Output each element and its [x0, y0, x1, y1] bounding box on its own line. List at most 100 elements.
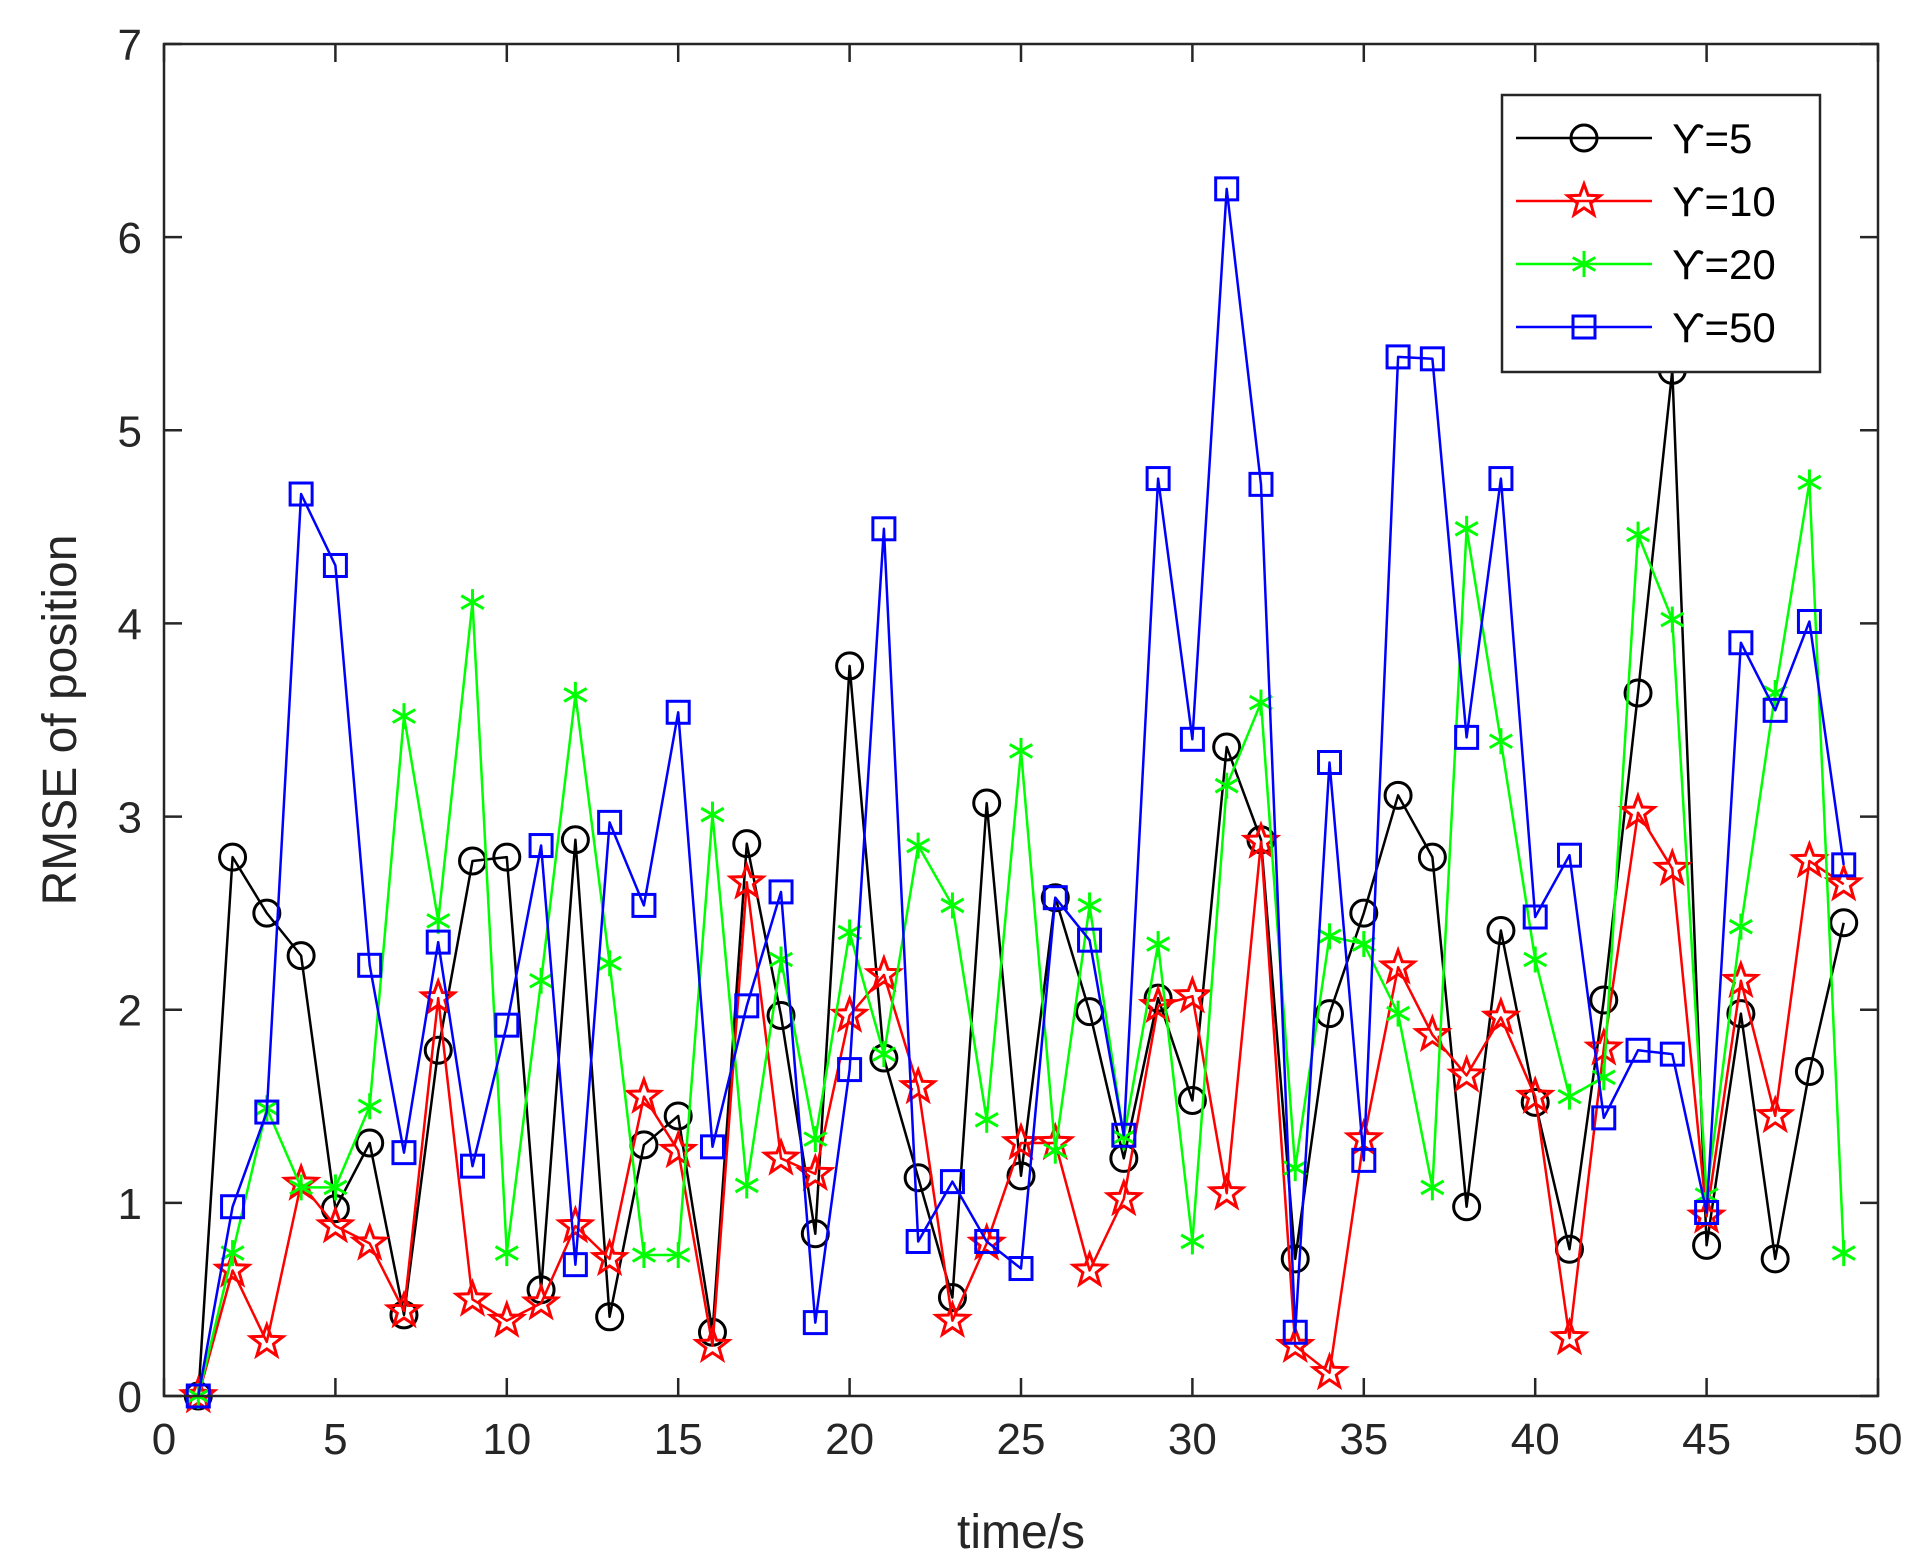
circle-marker — [766, 1001, 796, 1031]
y-tick-label: 6 — [118, 214, 142, 263]
asterisk-marker — [734, 1172, 759, 1199]
y-tick-label: 7 — [118, 21, 142, 70]
square-marker — [1419, 346, 1445, 372]
square-marker — [254, 1099, 280, 1125]
asterisk-marker — [494, 1240, 519, 1267]
x-tick-label: 5 — [323, 1415, 347, 1464]
asterisk-marker — [1591, 1064, 1616, 1091]
circle-marker — [1692, 1230, 1722, 1260]
square-marker — [1694, 1200, 1720, 1226]
square-marker — [1556, 842, 1582, 868]
asterisk-marker — [563, 681, 588, 708]
asterisk-stroke — [460, 594, 485, 610]
asterisk-stroke — [1043, 1142, 1068, 1159]
y-tick-label: 1 — [118, 1180, 142, 1229]
square-marker — [1282, 1319, 1308, 1345]
circle-marker — [560, 825, 590, 855]
circle-marker — [1383, 780, 1413, 810]
asterisk-stroke — [906, 837, 931, 854]
x-axis-label: time/s — [957, 1506, 1085, 1559]
star-marker — [1563, 179, 1605, 219]
asterisk-stroke — [1317, 928, 1342, 945]
asterisk-stroke — [1351, 936, 1376, 952]
square-marker — [494, 1012, 520, 1038]
y-tick-label: 5 — [118, 407, 142, 456]
square-marker — [837, 1057, 863, 1083]
square-marker — [1248, 471, 1274, 497]
square-marker — [1454, 724, 1480, 750]
star-marker — [623, 1075, 665, 1114]
square-marker — [905, 1228, 931, 1254]
asterisk-marker — [974, 1106, 999, 1133]
square-marker — [1831, 852, 1857, 878]
star-marker — [1823, 862, 1865, 902]
legend-entry: ϒ=20 — [1516, 241, 1776, 288]
x-tick-label: 50 — [1854, 1415, 1903, 1464]
series-line — [197, 187, 1845, 1397]
asterisk-stroke — [769, 951, 794, 968]
star-marker — [1377, 945, 1419, 985]
square-marker — [357, 952, 383, 978]
square-marker — [699, 1134, 725, 1160]
star-marker — [1583, 1026, 1625, 1066]
circle-marker — [595, 1302, 625, 1332]
asterisk-stroke — [426, 913, 451, 929]
square-marker — [631, 892, 657, 918]
asterisk-marker — [289, 1174, 314, 1201]
asterisk-stroke — [1214, 777, 1239, 794]
star-marker — [1137, 984, 1179, 1024]
series-square — [185, 176, 1857, 1409]
star-marker — [1412, 1013, 1453, 1053]
series-layer — [177, 176, 1865, 1414]
asterisk-stroke — [974, 1112, 999, 1128]
star-marker — [315, 1204, 356, 1244]
star-marker — [1514, 1075, 1556, 1114]
asterisk-marker — [1008, 737, 1034, 764]
asterisk-stroke — [1626, 526, 1651, 543]
asterisk-stroke — [871, 1046, 896, 1062]
star-marker — [1617, 791, 1659, 831]
asterisk-marker — [529, 967, 554, 994]
legend-label: ϒ=50 — [1672, 304, 1776, 351]
asterisk-marker — [1351, 931, 1376, 958]
legend-label: ϒ=20 — [1672, 241, 1776, 288]
star-marker — [417, 976, 459, 1016]
asterisk-stroke — [1728, 918, 1753, 935]
x-tick-label: 25 — [997, 1415, 1046, 1464]
asterisk-stroke — [666, 1247, 691, 1263]
square-marker — [1488, 466, 1514, 492]
asterisk-stroke — [734, 1177, 759, 1194]
square-marker — [1351, 1147, 1377, 1173]
asterisk-marker — [666, 1242, 691, 1269]
y-axis-label: RMSE of position — [34, 535, 87, 906]
square-marker — [1659, 1041, 1685, 1067]
circle-marker — [1452, 1192, 1482, 1222]
legend-label: ϒ=5 — [1672, 115, 1752, 162]
circle-marker — [252, 898, 282, 928]
series-line — [197, 369, 1845, 1397]
square-marker — [322, 552, 348, 578]
asterisk-stroke — [1077, 897, 1102, 914]
star-marker — [349, 1221, 390, 1261]
asterisk-stroke — [1523, 951, 1548, 968]
square-marker — [597, 809, 623, 835]
star-marker — [1549, 1316, 1590, 1356]
circle-marker — [1520, 1087, 1550, 1117]
x-tick-label: 30 — [1168, 1415, 1217, 1464]
x-tick-label: 35 — [1339, 1415, 1388, 1464]
asterisk-marker — [871, 1041, 896, 1068]
star-marker — [863, 953, 905, 993]
asterisk-marker — [1180, 1228, 1205, 1255]
square-marker — [1762, 697, 1788, 723]
asterisk-stroke — [494, 1245, 519, 1261]
asterisk-marker — [1626, 521, 1651, 548]
asterisk-stroke — [1660, 611, 1685, 628]
square-marker — [1317, 749, 1343, 775]
asterisk-stroke — [1591, 1069, 1616, 1086]
star-marker — [1789, 839, 1830, 879]
legend-label: ϒ=10 — [1672, 178, 1776, 225]
square-marker — [1796, 608, 1822, 634]
asterisk-stroke — [563, 687, 588, 703]
asterisk-marker — [1488, 728, 1513, 755]
asterisk-marker — [1386, 1000, 1411, 1027]
